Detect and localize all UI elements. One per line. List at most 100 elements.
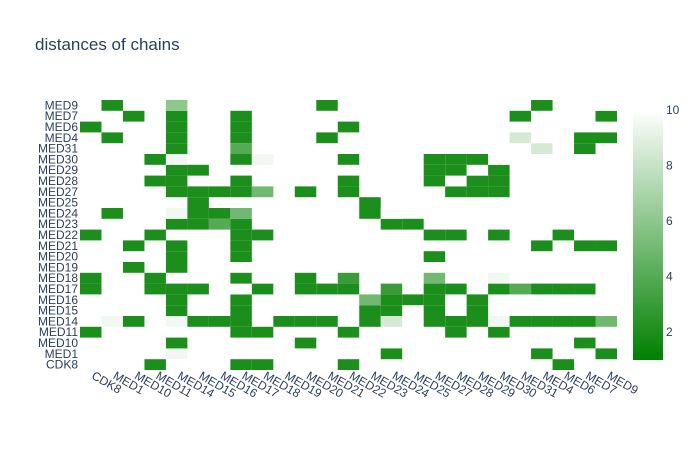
heatmap-cell bbox=[488, 272, 510, 284]
heatmap-cell bbox=[165, 294, 188, 306]
heatmap-cell bbox=[165, 283, 188, 295]
heatmap-cell bbox=[337, 121, 360, 133]
colorbar-tick-label: 4 bbox=[666, 270, 673, 284]
heatmap-cell bbox=[273, 316, 295, 327]
heatmap-cell bbox=[488, 164, 510, 176]
heatmap-cell bbox=[337, 283, 360, 295]
heatmap-cells bbox=[80, 100, 617, 370]
heatmap-cell bbox=[294, 316, 317, 327]
heatmap-cell bbox=[101, 348, 123, 360]
y-tick-label: MED10 bbox=[38, 336, 78, 350]
heatmap-cell bbox=[230, 132, 252, 144]
heatmap-cell bbox=[595, 348, 617, 360]
y-tick-label: MED18 bbox=[38, 271, 78, 285]
heatmap-cell bbox=[101, 100, 123, 111]
heatmap-cell bbox=[165, 110, 188, 122]
heatmap-cell bbox=[531, 132, 553, 144]
heatmap-cell bbox=[165, 175, 188, 187]
heatmap-cell bbox=[230, 294, 252, 306]
heatmap-cell bbox=[552, 121, 575, 133]
heatmap-cell bbox=[359, 218, 381, 230]
heatmap-cell bbox=[187, 316, 209, 327]
heatmap-cell bbox=[595, 132, 617, 144]
colorbar bbox=[633, 110, 663, 360]
colorbar-tick-label: 6 bbox=[666, 214, 673, 228]
heatmap-cell bbox=[187, 186, 209, 198]
heatmap-cell bbox=[230, 326, 252, 338]
heatmap-cell bbox=[380, 316, 403, 327]
heatmap-cell bbox=[294, 283, 317, 295]
heatmap-cell bbox=[402, 218, 424, 230]
y-tick-label: MED24 bbox=[38, 206, 78, 220]
heatmap-cell bbox=[445, 154, 467, 165]
heatmap-cell bbox=[316, 316, 338, 327]
heatmap-cell bbox=[101, 132, 123, 144]
heatmap-cell bbox=[208, 186, 231, 198]
y-tick-label: MED7 bbox=[45, 109, 79, 123]
heatmap-cell bbox=[294, 251, 317, 262]
heatmap-cell bbox=[230, 110, 252, 122]
y-tick-label: CDK8 bbox=[46, 358, 78, 372]
heatmap-cell bbox=[380, 283, 403, 295]
heatmap-cell bbox=[251, 154, 274, 165]
heatmap-cell bbox=[380, 294, 403, 306]
heatmap-cell bbox=[144, 272, 166, 284]
heatmap-cell bbox=[230, 251, 252, 262]
heatmap-cell bbox=[165, 186, 188, 198]
heatmap-cell bbox=[552, 283, 575, 295]
heatmap-cell bbox=[488, 283, 510, 295]
y-tick-label: MED30 bbox=[38, 152, 78, 166]
heatmap-cell bbox=[488, 316, 510, 327]
heatmap-cell bbox=[251, 326, 274, 338]
colorbar-tick-label: 2 bbox=[666, 325, 673, 339]
heatmap-cell bbox=[187, 218, 209, 230]
heatmap-cell bbox=[359, 305, 381, 316]
y-tick-label: MED20 bbox=[38, 250, 78, 264]
heatmap-cell bbox=[165, 121, 188, 133]
heatmap-cell bbox=[165, 164, 188, 176]
heatmap-cell bbox=[273, 262, 295, 273]
heatmap-cell bbox=[165, 240, 188, 252]
heatmap-cell bbox=[122, 316, 145, 327]
heatmap-cell bbox=[230, 154, 252, 165]
heatmap-cell bbox=[509, 316, 532, 327]
heatmap-cell bbox=[466, 154, 489, 165]
heatmap-cell bbox=[488, 154, 510, 165]
heatmap-cell bbox=[509, 143, 532, 154]
heatmap-cell bbox=[574, 240, 596, 252]
heatmap-cell bbox=[80, 229, 102, 241]
heatmap-cell bbox=[531, 143, 553, 154]
y-tick-label: MED15 bbox=[38, 304, 78, 318]
heatmap-cell bbox=[595, 316, 617, 327]
y-tick-label: MED22 bbox=[38, 228, 78, 242]
heatmap-cell bbox=[165, 154, 188, 165]
y-tick-label: MED1 bbox=[45, 347, 79, 361]
heatmap-cell bbox=[230, 359, 252, 370]
heatmap-cell bbox=[488, 186, 510, 198]
heatmap-cell bbox=[80, 272, 102, 284]
heatmap-cell bbox=[101, 316, 123, 327]
heatmap-cell bbox=[122, 240, 145, 252]
y-tick-label: MED28 bbox=[38, 174, 78, 188]
y-tick-label: MED16 bbox=[38, 293, 78, 307]
heatmap-cell bbox=[337, 359, 360, 370]
y-tick-label: MED4 bbox=[45, 131, 79, 145]
heatmap-cell bbox=[294, 272, 317, 284]
heatmap-cell bbox=[466, 186, 489, 198]
heatmap-cell bbox=[423, 305, 446, 316]
heatmap-cell bbox=[230, 143, 252, 154]
y-tick-label: MED21 bbox=[38, 239, 78, 253]
heatmap-cell bbox=[187, 305, 209, 316]
y-tick-label: MED25 bbox=[38, 196, 78, 210]
heatmap-cell bbox=[251, 283, 274, 295]
heatmap-cell bbox=[423, 164, 446, 176]
heatmap-cell bbox=[423, 272, 446, 284]
heatmap-cell bbox=[552, 229, 575, 241]
heatmap-cell bbox=[144, 229, 166, 241]
heatmap-cell bbox=[423, 186, 446, 198]
heatmap-cell bbox=[230, 305, 252, 316]
heatmap-cell bbox=[101, 208, 123, 219]
heatmap-cell bbox=[187, 164, 209, 176]
